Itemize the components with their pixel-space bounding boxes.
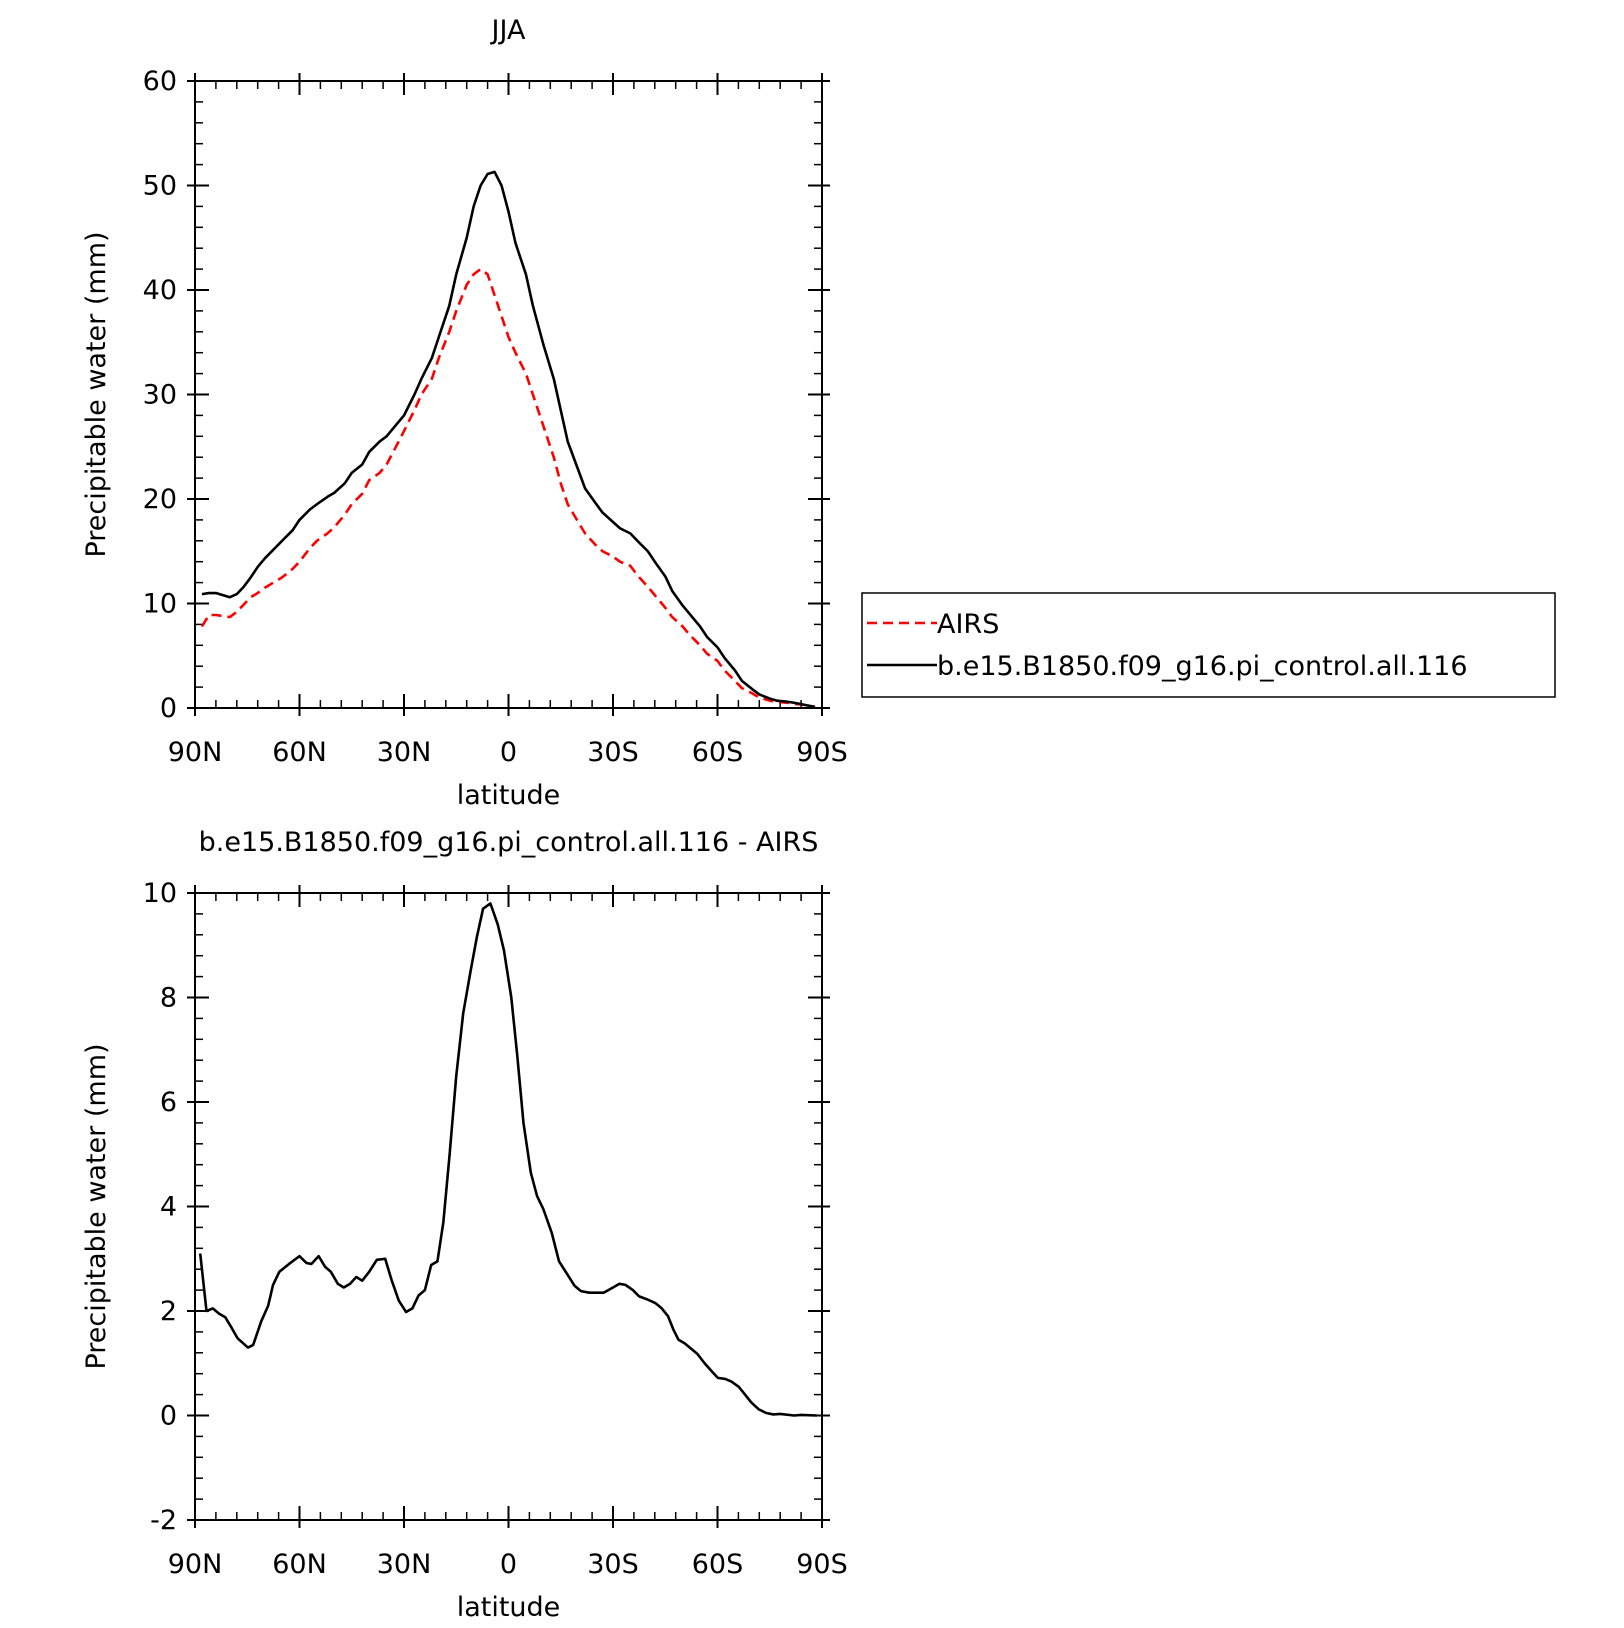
x-tick-label: 60S [692,737,744,768]
x-tick-label: 30S [587,1549,639,1580]
x-axis-label: latitude [457,1592,561,1623]
plot-frame [194,892,823,1521]
y-tick-label: 10 [143,878,177,909]
y-tick-label: 8 [160,983,177,1014]
y-tick-label: -2 [150,1505,177,1536]
y-tick-label: 20 [143,484,177,515]
legend-box [861,592,1556,698]
y-tick-label: 4 [160,1192,177,1223]
y-tick-label: 60 [143,66,177,97]
data-line [200,267,816,709]
x-tick-label: 60S [692,1549,744,1580]
x-tick-label: 60N [272,737,327,768]
y-tick-label: 40 [143,275,177,306]
x-tick-label: 90S [796,737,848,768]
x-tick-label: 60N [272,1549,327,1580]
chart-title: JJA [490,15,526,46]
x-tick-label: 30S [587,737,639,768]
x-tick-label: 30N [377,737,432,768]
x-axis-label: latitude [457,780,561,811]
legend-label: b.e15.B1850.f09_g16.pi_control.all.116 [937,651,1468,682]
x-tick-label: 90S [796,1549,848,1580]
x-tick-label: 90N [168,737,223,768]
y-tick-label: 10 [143,589,177,620]
y-tick-label: 0 [160,693,177,724]
plot-frame [194,80,823,709]
legend-label: AIRS [937,609,999,640]
y-axis-label: Precipitable water (mm) [81,231,112,557]
data-line [198,902,817,1417]
y-tick-label: 50 [143,171,177,202]
y-axis-label: Precipitable water (mm) [81,1043,112,1369]
x-tick-label: 0 [500,1549,517,1580]
y-tick-label: 6 [160,1087,177,1118]
y-tick-label: 0 [160,1401,177,1432]
x-tick-label: 30N [377,1549,432,1580]
y-tick-label: 30 [143,380,177,411]
y-tick-label: 2 [160,1296,177,1327]
x-tick-label: 90N [168,1549,223,1580]
chart-title: b.e15.B1850.f09_g16.pi_control.all.116 -… [199,827,819,858]
x-tick-label: 0 [500,737,517,768]
data-line [201,170,816,709]
